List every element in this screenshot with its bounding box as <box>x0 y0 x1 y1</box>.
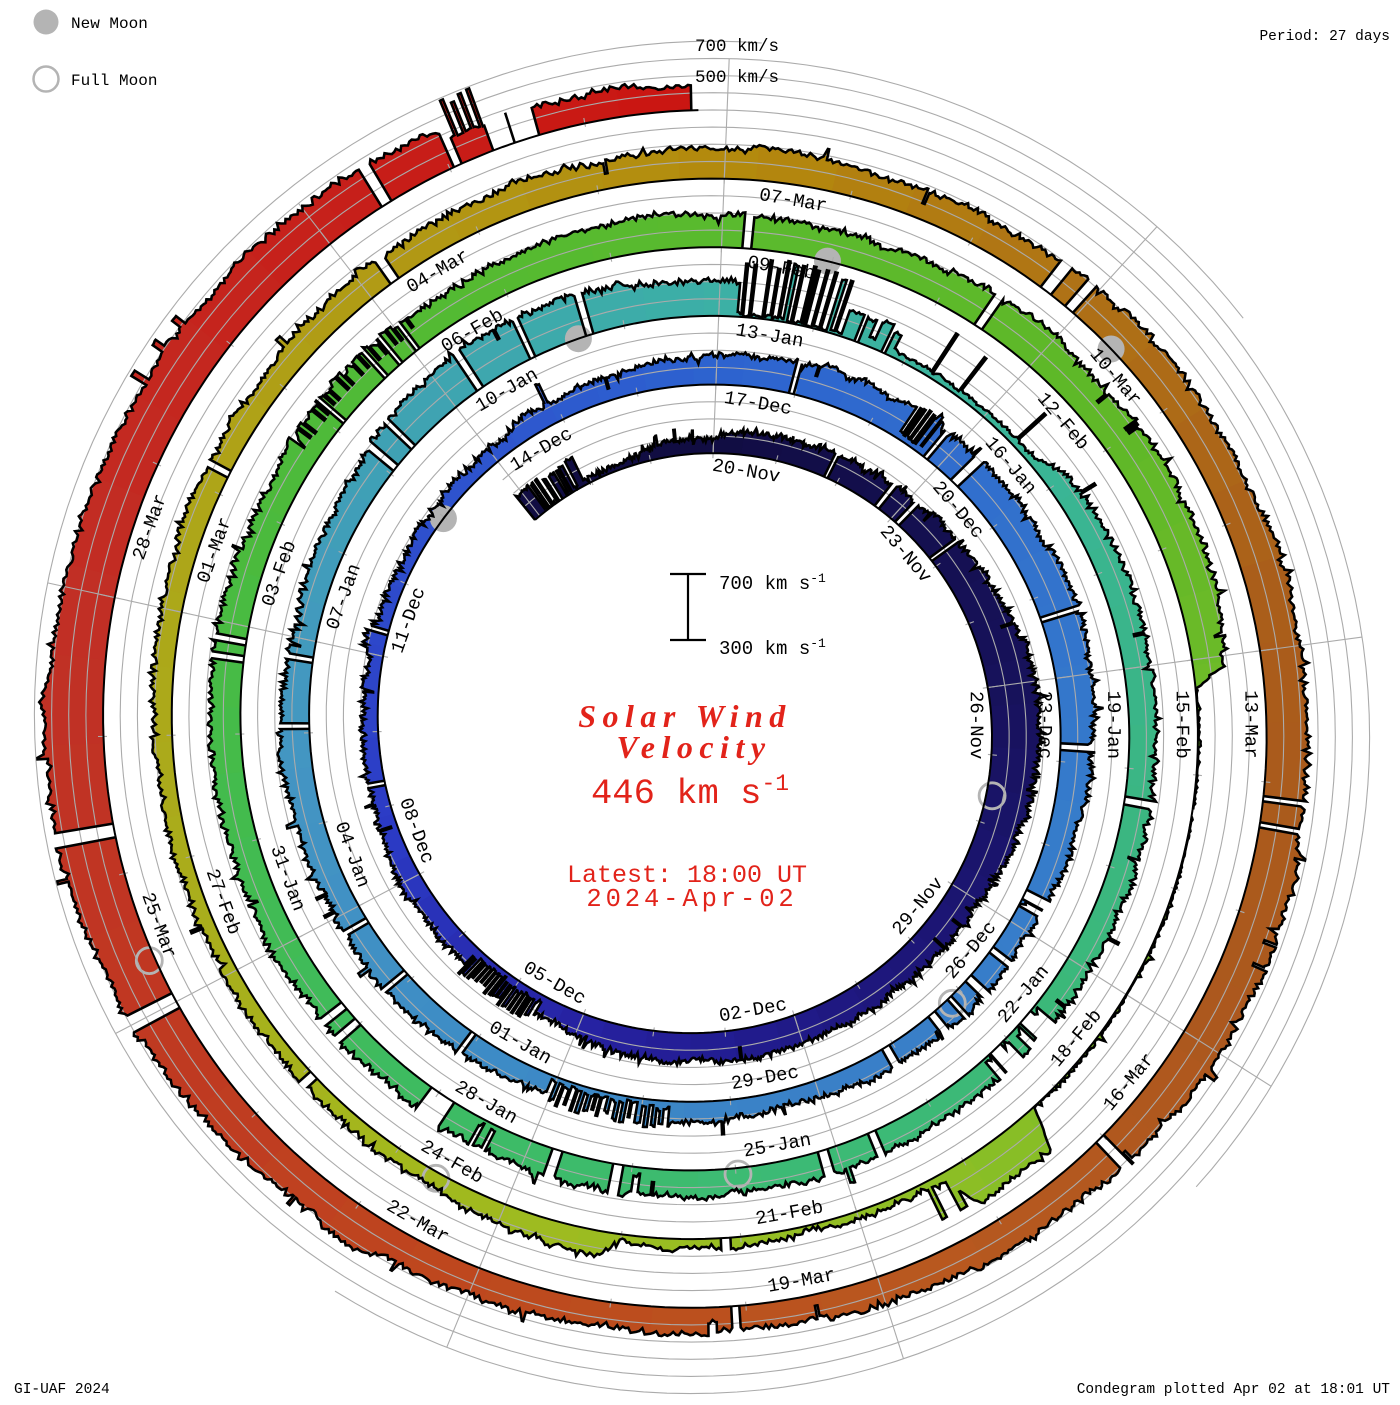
svg-text:300 km s-1: 300 km s-1 <box>719 636 826 660</box>
svg-text:15-Feb: 15-Feb <box>1171 690 1193 758</box>
svg-text:500 km/s: 500 km/s <box>695 68 779 88</box>
svg-text:700 km s-1: 700 km s-1 <box>719 571 826 595</box>
svg-text:Velocity: Velocity <box>616 729 771 765</box>
svg-text:GI-UAF 2024: GI-UAF 2024 <box>14 1382 110 1398</box>
svg-text:23-Dec: 23-Dec <box>1033 691 1055 759</box>
svg-text:26-Nov: 26-Nov <box>965 691 987 759</box>
svg-text:19-Jan: 19-Jan <box>1102 691 1124 759</box>
svg-text:Condegram plotted Apr 02 at 18: Condegram plotted Apr 02 at 18:01 UT <box>1077 1382 1391 1398</box>
svg-text:Period: 27 days: Period: 27 days <box>1259 29 1390 45</box>
svg-text:13-Mar: 13-Mar <box>1239 690 1261 758</box>
svg-text:700 km/s: 700 km/s <box>695 37 779 57</box>
svg-text:New Moon: New Moon <box>71 15 148 33</box>
svg-text:446 km s-1: 446 km s-1 <box>591 771 789 814</box>
svg-text:Full Moon: Full Moon <box>71 72 157 90</box>
svg-text:2024-Apr-02: 2024-Apr-02 <box>586 885 797 914</box>
